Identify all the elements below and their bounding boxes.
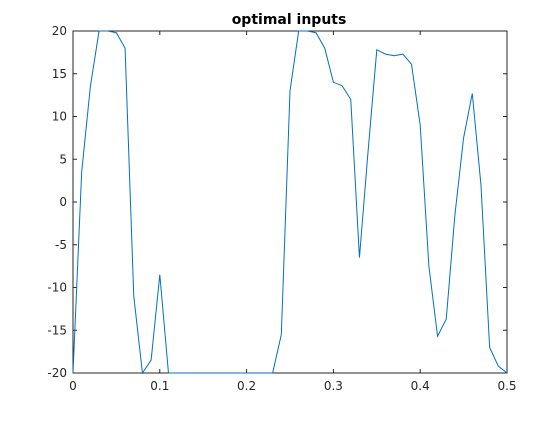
y-tick-label: -20 <box>47 366 67 380</box>
series-layer <box>72 30 508 375</box>
y-tick-label: 10 <box>52 110 67 124</box>
plot-area <box>72 30 508 374</box>
x-tick-label: 0.4 <box>411 379 430 393</box>
y-tick-label: -15 <box>47 323 67 337</box>
y-tick-label: 5 <box>59 152 67 166</box>
axis-ticks: 0 0.1 0.2 0.3 0.4 0.5 -20 -15 -10 -5 0 5 10 15 20 <box>47 24 516 393</box>
y-tick-label: 0 <box>59 195 67 209</box>
x-tick-label: 0.5 <box>497 379 516 393</box>
x-tick-label: 0.3 <box>324 379 343 393</box>
y-tick-label: 20 <box>52 24 67 38</box>
y-tick-label: -5 <box>55 238 67 252</box>
x-tick-label: 0.1 <box>150 379 169 393</box>
y-tick-label: 15 <box>52 67 67 81</box>
chart-title: optimal inputs <box>232 12 347 28</box>
x-tick-label: 0 <box>69 379 77 393</box>
y-tick-label: -10 <box>47 281 67 295</box>
series-line-1 <box>72 30 508 375</box>
x-tick-label: 0.2 <box>237 379 256 393</box>
